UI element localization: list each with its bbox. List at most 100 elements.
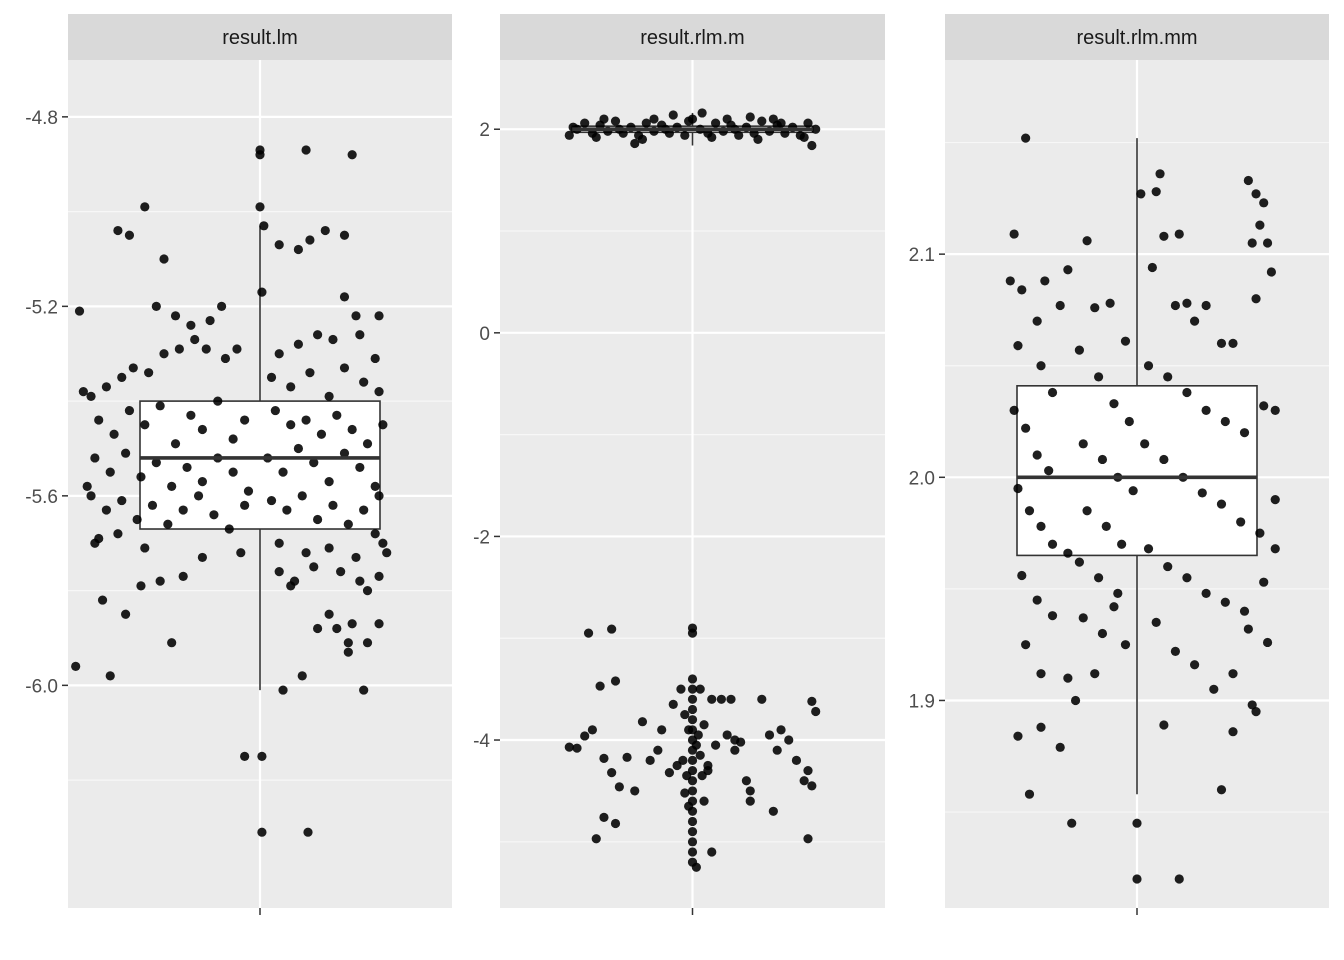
data-point bbox=[1105, 298, 1115, 308]
data-point bbox=[313, 514, 323, 525]
data-point bbox=[293, 443, 303, 454]
data-point bbox=[1021, 133, 1031, 143]
data-point bbox=[687, 715, 698, 725]
data-point bbox=[86, 491, 96, 501]
data-point bbox=[680, 130, 690, 140]
facet-panel-1: result.lm -4.8 -5.2 -5.6 -6.0 bbox=[25, 14, 452, 915]
data-point bbox=[1136, 189, 1146, 199]
data-point bbox=[687, 776, 698, 786]
data-point bbox=[1228, 338, 1238, 349]
data-point bbox=[1243, 175, 1253, 186]
data-point bbox=[1047, 611, 1058, 621]
data-point bbox=[599, 753, 609, 763]
data-point bbox=[121, 448, 131, 458]
data-point bbox=[339, 363, 350, 373]
data-point bbox=[1124, 416, 1134, 427]
data-point bbox=[305, 235, 315, 245]
data-point bbox=[1090, 669, 1100, 679]
data-point bbox=[316, 429, 327, 439]
data-point bbox=[1140, 439, 1150, 449]
data-point bbox=[1132, 874, 1142, 884]
data-point bbox=[220, 353, 231, 364]
data-point bbox=[1262, 238, 1273, 248]
data-point bbox=[274, 538, 284, 548]
data-point bbox=[1078, 613, 1088, 623]
data-point bbox=[201, 344, 211, 354]
data-point bbox=[1147, 262, 1157, 273]
data-point bbox=[757, 116, 767, 126]
data-point bbox=[657, 725, 667, 735]
y-tick-label: 2 bbox=[479, 120, 490, 141]
data-point bbox=[722, 114, 732, 124]
y-tick-label: -5.6 bbox=[25, 487, 58, 508]
data-point bbox=[811, 124, 821, 134]
facet-strip-label: result.rlm.m bbox=[640, 27, 744, 49]
data-point bbox=[1243, 624, 1253, 634]
data-point bbox=[614, 782, 624, 792]
data-point bbox=[132, 514, 142, 525]
data-point bbox=[324, 543, 334, 553]
data-point bbox=[684, 116, 694, 126]
data-point bbox=[339, 292, 350, 302]
data-point bbox=[580, 731, 590, 741]
data-point bbox=[140, 543, 150, 553]
facet-strip-label: result.lm bbox=[222, 27, 298, 49]
y-tick-label: -2 bbox=[473, 527, 490, 548]
data-point bbox=[1182, 573, 1192, 583]
data-point bbox=[324, 391, 334, 401]
y-tick-label: -5.2 bbox=[25, 297, 58, 318]
data-point bbox=[1063, 265, 1073, 275]
data-point bbox=[163, 519, 173, 529]
data-point bbox=[213, 396, 223, 406]
data-point bbox=[362, 439, 373, 449]
y-tick-label: -6.0 bbox=[25, 676, 58, 697]
data-point bbox=[370, 529, 380, 539]
data-point bbox=[1128, 486, 1138, 496]
data-point bbox=[374, 491, 384, 501]
data-point bbox=[101, 505, 111, 515]
data-point bbox=[257, 287, 267, 297]
data-point bbox=[1270, 405, 1280, 415]
data-point bbox=[113, 225, 123, 236]
data-point bbox=[664, 768, 675, 778]
data-point bbox=[151, 458, 161, 468]
data-point bbox=[1036, 521, 1046, 532]
y-tick-label: 1.9 bbox=[909, 691, 935, 712]
data-point bbox=[297, 671, 307, 681]
data-point bbox=[784, 735, 794, 745]
data-point bbox=[1017, 570, 1027, 581]
data-point bbox=[121, 609, 131, 619]
data-point bbox=[86, 391, 96, 401]
data-point bbox=[1047, 387, 1058, 398]
data-point bbox=[599, 812, 609, 822]
data-point bbox=[1032, 316, 1042, 326]
data-point bbox=[668, 699, 678, 709]
data-point bbox=[687, 755, 698, 765]
data-point bbox=[610, 818, 621, 829]
data-point bbox=[684, 801, 694, 811]
data-point bbox=[799, 132, 809, 142]
data-point bbox=[1239, 606, 1250, 616]
data-point bbox=[1009, 229, 1019, 239]
data-point bbox=[1220, 416, 1230, 427]
data-point bbox=[159, 254, 169, 264]
data-point bbox=[170, 439, 181, 449]
data-point bbox=[768, 114, 778, 124]
data-point bbox=[1117, 539, 1127, 549]
data-point bbox=[136, 472, 146, 482]
data-point bbox=[1090, 303, 1100, 313]
data-point bbox=[359, 505, 369, 515]
data-point bbox=[282, 505, 292, 515]
data-point bbox=[745, 796, 755, 806]
data-point bbox=[591, 132, 601, 142]
data-point bbox=[293, 244, 303, 255]
data-point bbox=[167, 638, 177, 648]
y-tick-label: 2.0 bbox=[909, 468, 935, 489]
data-point bbox=[324, 477, 334, 487]
data-point bbox=[687, 628, 698, 638]
data-point bbox=[630, 138, 640, 149]
data-point bbox=[1259, 198, 1269, 208]
facet-strip bbox=[68, 14, 452, 60]
data-point bbox=[286, 382, 296, 392]
data-point bbox=[687, 816, 698, 827]
